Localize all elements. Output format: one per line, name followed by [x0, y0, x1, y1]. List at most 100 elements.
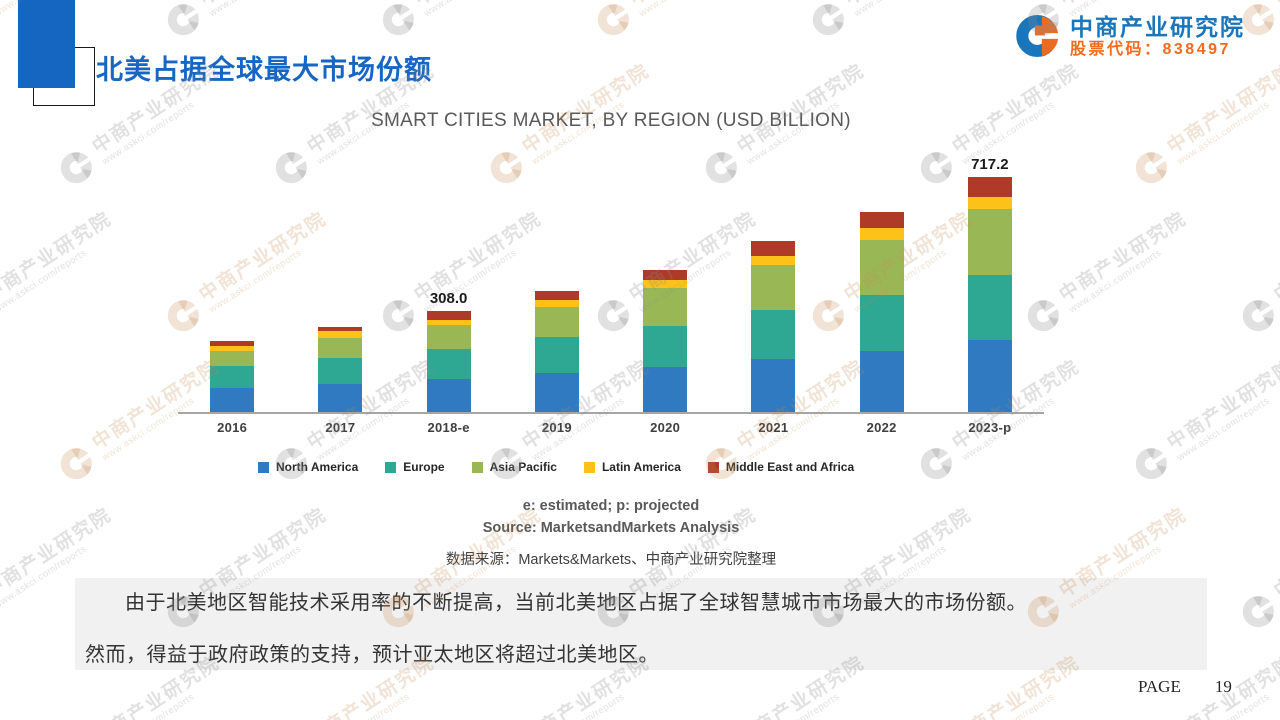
x-axis-label: 2017 [325, 420, 356, 435]
x-axis-label: 2018-e [427, 420, 470, 435]
bar-stack [967, 177, 1012, 412]
legend-label: Middle East and Africa [725, 460, 855, 474]
legend-swatch-icon [385, 461, 397, 473]
bar-segment-middle-east-and-africa [643, 269, 688, 281]
bar-segment-asia-pacific [643, 287, 688, 326]
bar-segment-asia-pacific [534, 307, 579, 337]
chart-source: Source: MarketsandMarkets Analysis [482, 520, 740, 536]
bar-group-2017 [286, 148, 394, 412]
summary-box: 由于北美地区智能技术采用率的不断提高，当前北美地区占据了全球智慧城市市场最大的市… [75, 578, 1207, 670]
bar-segment-middle-east-and-africa [967, 177, 1012, 198]
bar-stack [318, 326, 363, 412]
bar-segment-middle-east-and-africa [751, 241, 796, 257]
bar-group-2018-e: 308.0 [395, 148, 503, 412]
bar-segment-middle-east-and-africa [534, 290, 579, 300]
bar-segment-north-america [318, 383, 363, 412]
bar-segment-asia-pacific [318, 337, 363, 358]
x-axis-label: 2020 [650, 420, 681, 435]
bar-segment-north-america [426, 378, 471, 412]
bar-segment-latin-america [751, 256, 796, 266]
legend-label: Europe [403, 460, 445, 474]
summary-line-2: 然而，得益于政府政策的支持，预计亚太地区将超过北美地区。 [85, 644, 659, 666]
legend-item-europe: Europe [385, 460, 445, 474]
company-logo-text: 中商产业研究院 股票代码：838497 [1070, 14, 1245, 59]
chart-footnote: e: estimated; p: projected [522, 498, 700, 514]
bar-segment-latin-america [967, 197, 1012, 209]
company-name: 中商产业研究院 [1070, 13, 1245, 40]
x-axis-label: 2023-p [968, 420, 1012, 435]
chart-legend: North America Europe Asia Pacific Latin Ame… [258, 460, 854, 474]
summary-line-1: 由于北美地区智能技术采用率的不断提高，当前北美地区占据了全球智慧城市市场最大的市… [125, 592, 1027, 614]
bar-segment-asia-pacific [751, 265, 796, 311]
x-axis-label: 2021 [758, 420, 789, 435]
bar-segment-north-america [859, 351, 904, 412]
bar-segment-middle-east-and-africa [859, 211, 904, 229]
bar-segment-north-america [751, 358, 796, 412]
company-logo-icon [1016, 15, 1059, 57]
legend-item-asia-pacific: Asia Pacific [471, 460, 557, 474]
bar-segment-europe [210, 365, 255, 388]
legend-label: Latin America [601, 460, 681, 474]
bar-stack [643, 269, 688, 412]
bar-stack [859, 211, 904, 412]
page-number: 19 [1214, 677, 1232, 696]
stock-code: 股票代码：838497 [1070, 40, 1231, 58]
legend-item-north-america: North America [258, 460, 358, 474]
bar-segment-latin-america [534, 299, 579, 308]
bar-segment-latin-america [426, 319, 471, 325]
bar-segment-latin-america [859, 228, 904, 240]
bar-segment-asia-pacific [967, 208, 1012, 276]
title-accent-rectangle [18, 0, 75, 88]
legend-swatch-icon [258, 461, 269, 473]
bar-group-2022 [828, 148, 936, 412]
bar-segment-europe [859, 295, 904, 352]
chart-plot: 308.0 717.2 2016 2017 2018-e 2019 2020 2021 202… [178, 148, 1044, 435]
bar-value-label: 717.2 [971, 156, 1009, 174]
bar-area: 308.0 717.2 [178, 148, 1044, 412]
bar-segment-europe [751, 310, 796, 359]
bar-segment-europe [426, 349, 471, 379]
chart-title: SMART CITIES MARKET, BY REGION (USD BILL… [371, 110, 851, 131]
x-axis-label: 2022 [866, 420, 897, 435]
bar-group-2019 [503, 148, 611, 412]
bar-stack [426, 311, 471, 412]
legend-item-latin-america: Latin America [583, 460, 681, 474]
legend-swatch-icon [471, 461, 483, 473]
legend-swatch-icon [583, 461, 595, 473]
bar-segment-europe [967, 275, 1012, 340]
bar-segment-north-america [534, 373, 579, 412]
x-axis-line [178, 412, 1044, 414]
bar-segment-europe [643, 325, 688, 368]
bar-segment-middle-east-and-africa [210, 340, 255, 346]
bar-segment-europe [534, 336, 579, 374]
bar-stack [534, 290, 579, 412]
bar-segment-latin-america [318, 331, 363, 338]
legend-label: North America [276, 460, 359, 474]
bar-segment-north-america [210, 387, 255, 412]
bar-segment-middle-east-and-africa [426, 311, 471, 320]
page-footer: PAGE 19 [1138, 677, 1232, 697]
bar-group-2016 [178, 148, 286, 412]
x-axis-label: 2019 [541, 420, 572, 435]
legend-item-middle-east-and-africa: Middle East and Africa [707, 460, 855, 474]
legend-swatch-icon [707, 461, 719, 473]
page-label: PAGE [1138, 677, 1181, 696]
company-logo: 中商产业研究院 股票代码：838497 [1016, 13, 1245, 59]
bar-group-2020 [611, 148, 719, 412]
data-source-cn: 数据来源：Markets&Markets、中商产业研究院整理 [445, 552, 777, 568]
page-title: 北美占据全球最大市场份额 [96, 55, 432, 85]
bar-segment-asia-pacific [210, 350, 255, 366]
bar-segment-middle-east-and-africa [318, 326, 363, 332]
bar-group-2021 [719, 148, 827, 412]
x-axis-label: 2016 [217, 420, 248, 435]
